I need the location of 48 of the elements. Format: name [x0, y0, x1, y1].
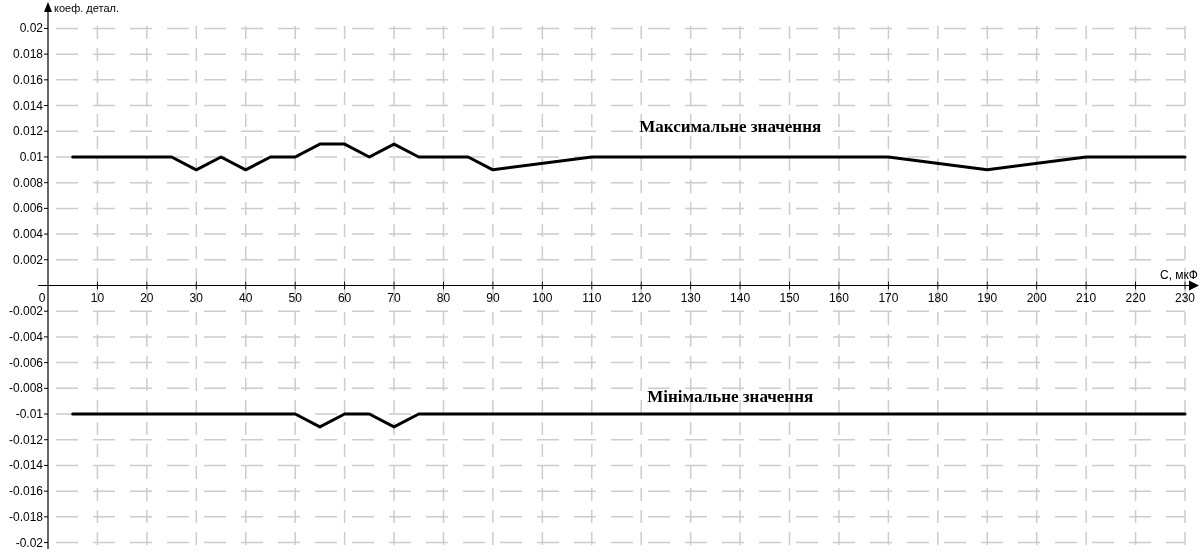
x-tick-label: 140	[730, 290, 751, 305]
x-tick-label: 200	[1026, 290, 1048, 305]
y-tick-label: -0.01	[15, 407, 44, 422]
x-tick-label: 180	[927, 290, 949, 305]
y-tick-label: -0.008	[8, 381, 44, 396]
x-tick-label: 170	[878, 290, 899, 305]
y-axis-title: коеф. детал.	[54, 2, 120, 14]
y-tick-label: 0.004	[12, 227, 44, 242]
x-tick-label: 100	[532, 290, 553, 305]
y-tick-label: -0.018	[8, 509, 44, 524]
y-tick-label: 0.002	[12, 252, 44, 267]
y-tick-label: -0.014	[8, 458, 44, 473]
x-tick-label: 190	[977, 290, 998, 305]
x-tick-label: 30	[189, 290, 204, 305]
y-tick-label: -0.004	[8, 329, 44, 344]
x-tick-label: 230	[1174, 290, 1196, 305]
y-tick-label: -0.012	[8, 432, 44, 447]
x-tick-label: 50	[288, 290, 303, 305]
x-tick-label: 80	[436, 290, 451, 305]
series-label: Максимальне значення	[639, 117, 822, 137]
x-tick-label: 150	[779, 290, 800, 305]
y-tick-label: 0.006	[12, 201, 44, 216]
x-tick-label: 10	[90, 290, 105, 305]
x-tick-label: 110	[582, 290, 602, 305]
y-tick-label: 0.014	[12, 98, 44, 113]
x-tick-label: 120	[631, 290, 652, 305]
y-tick-label: 0.008	[12, 175, 44, 190]
y-tick-label: -0.016	[8, 484, 44, 499]
x-tick-label: 70	[387, 290, 402, 305]
y-tick-label: 0.02	[19, 21, 44, 36]
y-tick-label: 0.01	[19, 149, 44, 164]
x-axis-title: С, мкФ	[1160, 267, 1198, 282]
y-tick-label: -0.02	[15, 535, 44, 550]
y-tick-label: 0.018	[12, 47, 44, 62]
series-label: Мінімальне значення	[647, 387, 814, 407]
y-tick-label: 0.016	[12, 72, 44, 87]
x-tick-label: 20	[140, 290, 154, 305]
x-tick-label: 130	[680, 290, 701, 305]
x-tick-label: 0	[38, 290, 46, 305]
x-tick-label: 220	[1125, 290, 1146, 305]
x-tick-label: 40	[239, 290, 253, 305]
y-tick-label: -0.002	[8, 304, 44, 319]
x-tick-label: 60	[337, 290, 352, 305]
x-tick-label: 160	[828, 290, 850, 305]
y-tick-label: -0.006	[8, 355, 44, 370]
x-tick-label: 90	[486, 290, 500, 305]
y-tick-label: 0.012	[12, 124, 44, 139]
x-tick-label: 210	[1076, 290, 1097, 305]
